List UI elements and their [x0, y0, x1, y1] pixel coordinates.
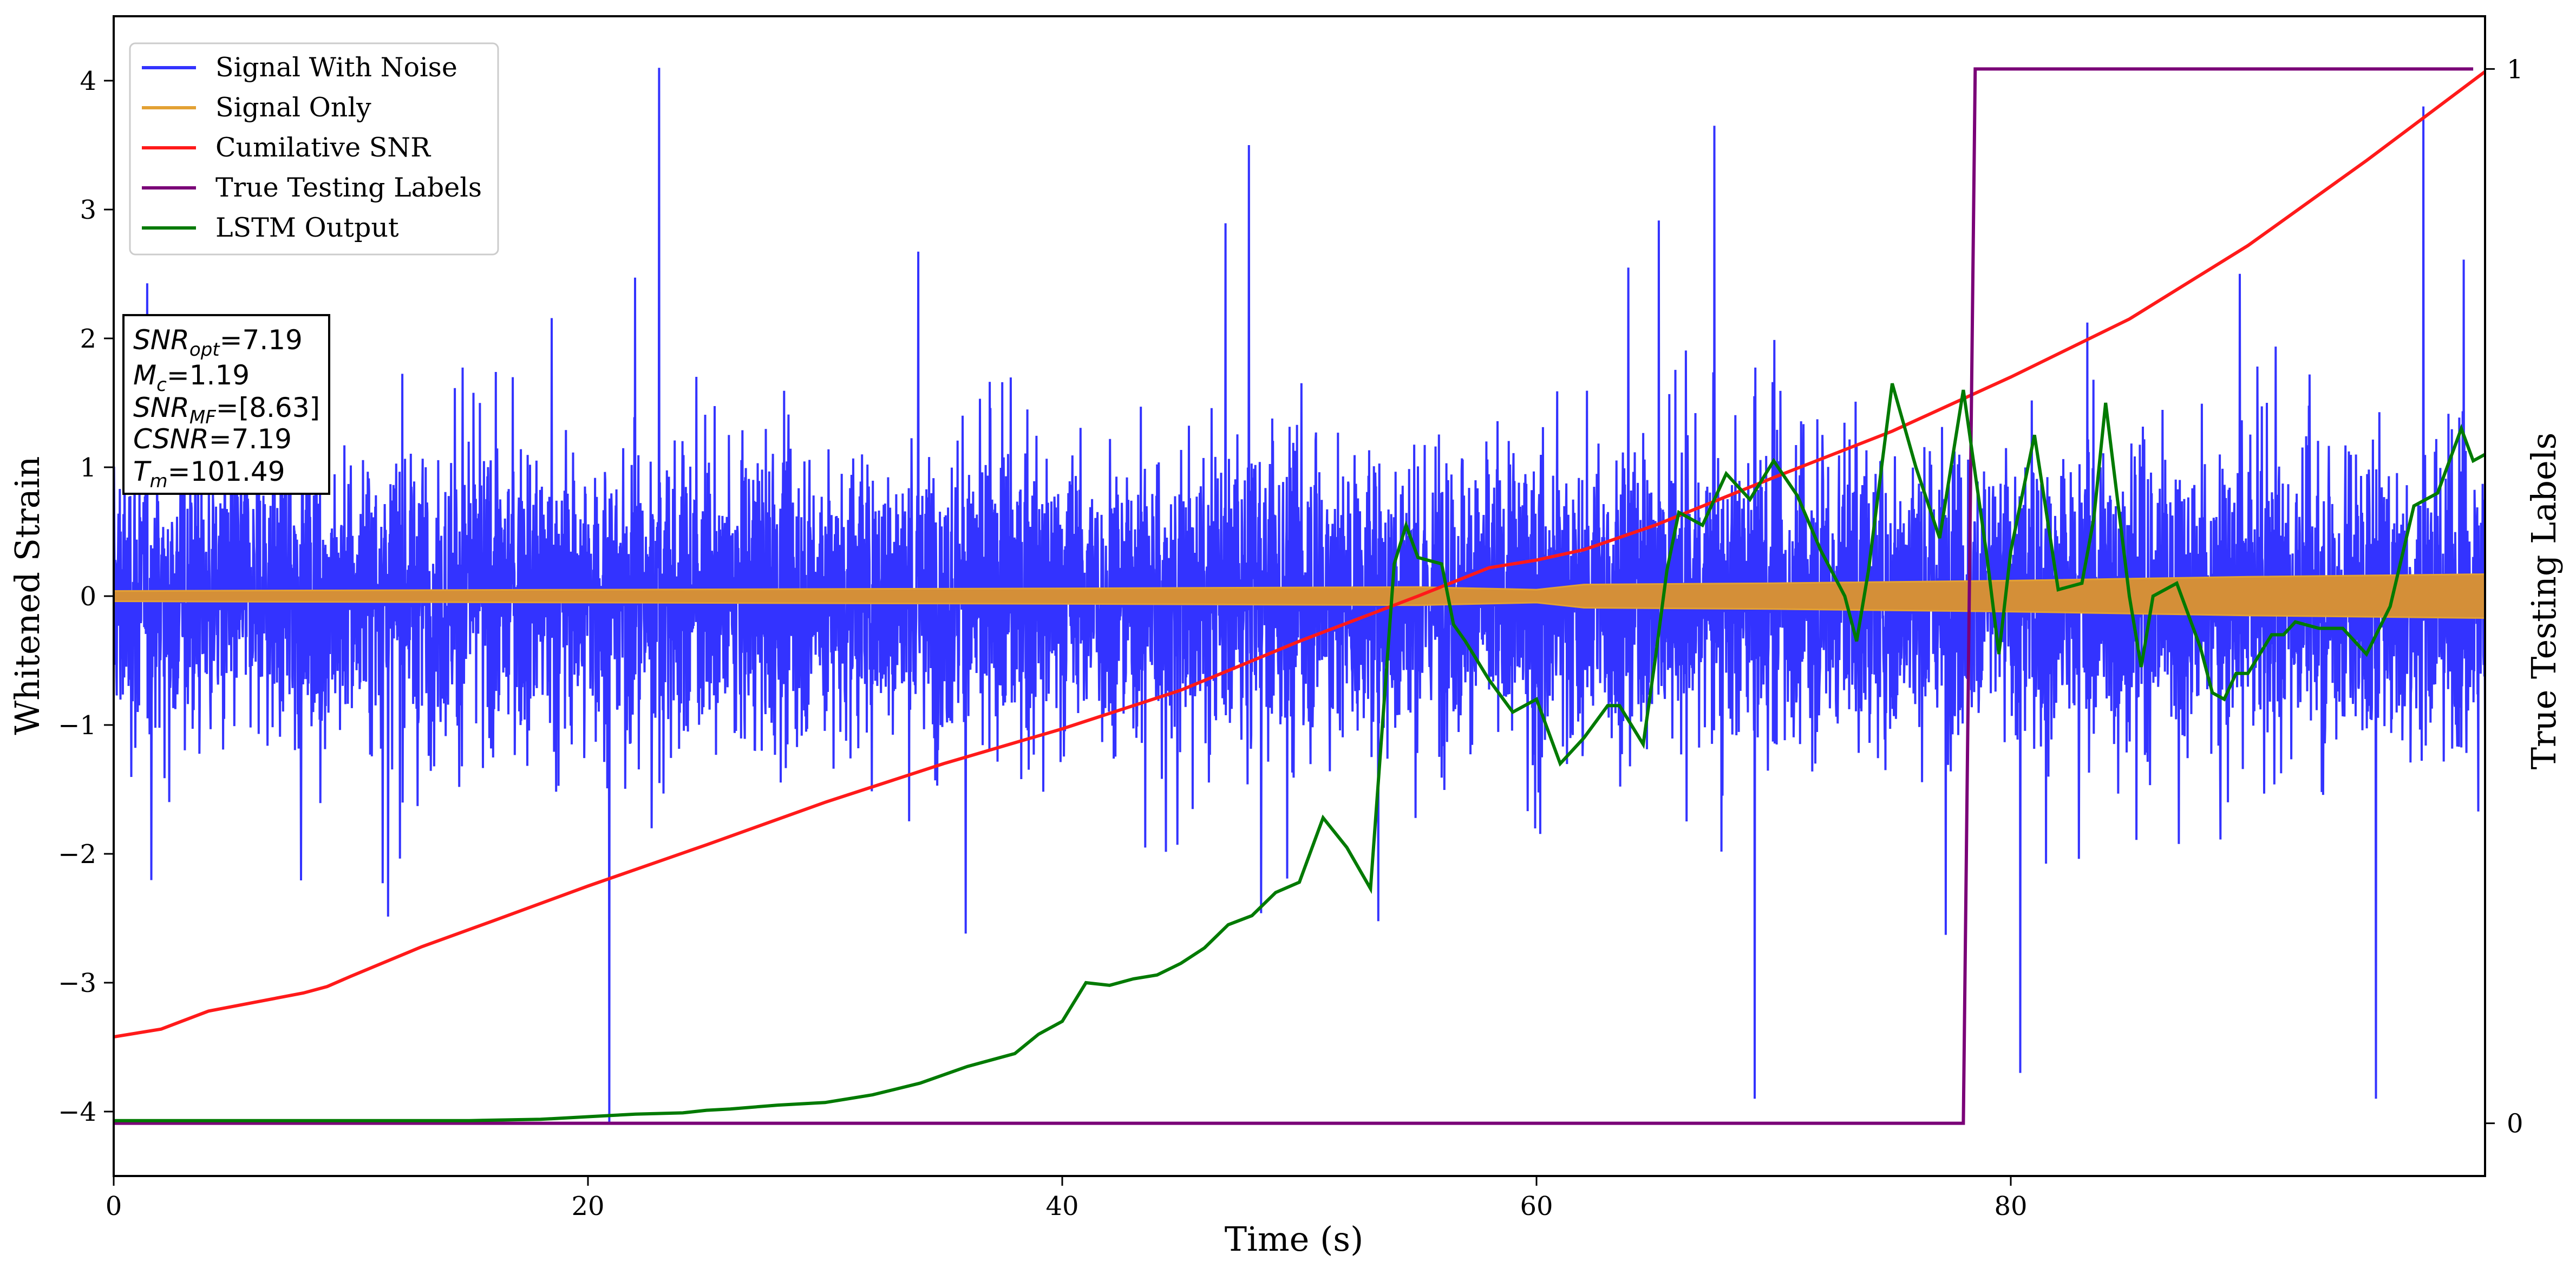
snr-opt-line: SNRopt=7.19 — [133, 324, 303, 361]
y-tick-label: −1 — [58, 710, 96, 741]
y2-tick-label: 0 — [2507, 1109, 2523, 1139]
snr-mf-line: SNRMF=[8.63] — [133, 392, 320, 428]
parameter-box: SNRopt=7.19 Mc=1.19 SNRMF=[8.63] CSNR=7.… — [122, 314, 330, 495]
x-tick-label: 80 — [1994, 1191, 2027, 1221]
series-cumilative-snr — [114, 70, 2485, 1038]
x-tick-label: 60 — [1520, 1191, 1553, 1221]
y-tick-label: 0 — [80, 582, 96, 612]
parameter-box-frame — [122, 314, 330, 495]
legend-label: True Testing Labels — [215, 172, 482, 203]
legend-label: LSTM Output — [215, 212, 399, 243]
y-axis-left: −4 −3 −2 −1 0 1 2 3 4 — [58, 66, 114, 1127]
series-lstm-output — [114, 383, 2485, 1122]
y2-tick-label: 1 — [2507, 54, 2523, 84]
legend-label: Signal With Noise — [215, 52, 457, 83]
snr-mf-value: =[8.63] — [216, 392, 320, 423]
y-tick-label: −3 — [58, 968, 96, 998]
legend-label: Signal Only — [215, 92, 371, 123]
snr-opt-value: =7.19 — [220, 324, 303, 356]
tm-value: =101.49 — [168, 456, 285, 487]
mc-value: =1.19 — [167, 360, 250, 391]
y-tick-label: 3 — [80, 195, 96, 225]
x-axis: 0 20 40 60 80 — [106, 1176, 2028, 1221]
y-tick-label: −4 — [58, 1097, 96, 1127]
y-tick-label: 4 — [80, 66, 96, 96]
x-tick-label: 20 — [571, 1191, 604, 1221]
legend-label: Cumilative SNR — [215, 132, 431, 163]
series-true-testing-labels — [114, 67, 2474, 1125]
y2-axis-title: True Testing Labels — [2524, 433, 2564, 770]
csnr-value: =7.19 — [209, 423, 292, 455]
x-tick-label: 0 — [106, 1191, 122, 1221]
legend: Signal With Noise Signal Only Cumilative S… — [129, 42, 499, 256]
tm-line: Tm=101.49 — [133, 456, 285, 492]
legend-box — [129, 42, 499, 256]
plot-area — [114, 67, 2485, 1125]
csnr-line: CSNR=7.19 — [133, 423, 292, 455]
y-tick-label: 1 — [80, 453, 96, 483]
y-tick-label: 2 — [80, 324, 96, 354]
mc-line: Mc=1.19 — [133, 360, 250, 396]
y-tick-label: −2 — [58, 839, 96, 870]
x-axis-title: Time (s) — [1225, 1219, 1364, 1259]
x-tick-label: 40 — [1045, 1191, 1078, 1221]
y-axis-right: 01 — [2485, 54, 2523, 1139]
y-axis-title: Whitened Strain — [8, 456, 47, 735]
series-signal-only — [114, 573, 2485, 619]
